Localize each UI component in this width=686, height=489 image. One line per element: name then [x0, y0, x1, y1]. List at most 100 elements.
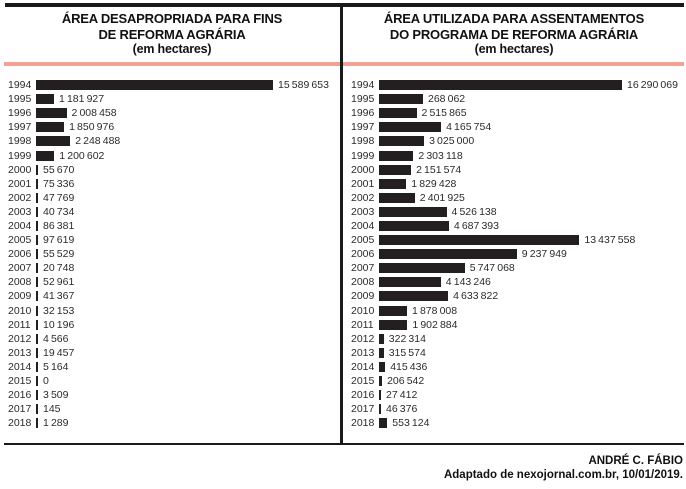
bar: [379, 347, 384, 358]
chart-row: 1994 15 589 653: [8, 78, 338, 92]
year-label: 1999: [8, 149, 32, 162]
value-label: 97 619: [43, 234, 75, 247]
value-label: 41 367: [43, 290, 75, 303]
year-label: 1998: [8, 135, 32, 148]
chart-row: 2015 206 542: [351, 374, 684, 388]
bar: [36, 277, 38, 288]
bar: [379, 390, 381, 401]
credit-author: ANDRÉ C. FÁBIO: [588, 455, 683, 467]
chart-row: 2012 322 314: [351, 332, 684, 346]
value-label: 46 376: [386, 403, 418, 416]
value-label: 2 248 488: [75, 135, 121, 148]
chart-row: 1998 3 025 000: [351, 134, 684, 148]
bar: [379, 319, 408, 330]
bar: [36, 319, 38, 330]
year-label: 2011: [351, 318, 374, 331]
value-label: 16 290 069: [627, 79, 678, 92]
bar: [379, 277, 441, 288]
year-label: 1997: [351, 121, 375, 134]
bar: [379, 305, 407, 316]
chart-row: 2014 415 436: [351, 360, 684, 374]
value-label: 4 633 822: [453, 290, 499, 303]
year-label: 2003: [351, 205, 375, 218]
value-label: 4 143 246: [445, 276, 491, 289]
value-label: 86 381: [43, 219, 75, 232]
value-label: 19 457: [43, 346, 75, 359]
year-label: 1994: [351, 79, 375, 92]
chart-row: 2018 553 124: [351, 416, 684, 430]
chart-row: 2005 13 437 558: [351, 233, 684, 247]
value-label: 415 436: [390, 360, 428, 373]
value-label: 3 509: [43, 389, 69, 402]
value-label: 4 165 754: [446, 121, 492, 134]
bar: [36, 220, 38, 231]
year-label: 2002: [8, 191, 32, 204]
bar: [36, 390, 38, 401]
year-label: 2001: [8, 177, 32, 190]
value-label: 2 303 118: [418, 149, 463, 162]
bar: [36, 404, 38, 415]
bar: [36, 333, 38, 344]
year-label: 2009: [8, 290, 32, 303]
bar: [379, 136, 425, 147]
chart-row: 2003 4 526 138: [351, 205, 684, 219]
value-label: 206 542: [387, 375, 425, 388]
chart-row: 2017 145: [8, 402, 338, 416]
year-label: 2007: [8, 262, 32, 275]
value-label: 1 850 976: [69, 121, 115, 134]
bar: [36, 80, 273, 91]
value-label: 32 153: [43, 304, 75, 317]
chart-row: 2007 5 747 068: [351, 261, 684, 275]
value-label: 0: [43, 375, 49, 388]
chart-row: 2013 315 574: [351, 346, 684, 360]
bar: [379, 361, 386, 372]
year-label: 1996: [351, 107, 375, 120]
chart-row: 1998 2 248 488: [8, 134, 338, 148]
chart-row: 2018 1 289: [8, 416, 338, 430]
chart-title-line: DE REFORMA AGRÁRIA: [98, 26, 246, 42]
chart-title-line: DO PROGRAMA DE REFORMA AGRÁRIA: [389, 26, 639, 42]
chart-row: 2013 19 457: [8, 346, 338, 360]
bar: [379, 94, 423, 105]
bar: [36, 94, 54, 105]
value-label: 47 769: [43, 191, 75, 204]
year-label: 2004: [351, 219, 375, 232]
bar: [379, 235, 580, 246]
chart-row: 2012 4 566: [8, 332, 338, 346]
chart-row: 2000 2 151 574: [351, 163, 684, 177]
bar: [379, 178, 407, 189]
bar: [379, 122, 442, 133]
year-label: 2016: [351, 389, 375, 402]
chart-title-line: ÁREA DESAPROPRIADA PARA FINS: [61, 11, 283, 26]
chart-row: 2015 0: [8, 374, 338, 388]
bar: [36, 249, 38, 260]
bar: [379, 150, 414, 161]
year-label: 2006: [351, 248, 375, 261]
chart-row: 2001 75 336: [8, 177, 338, 191]
value-label: 553 124: [392, 417, 430, 430]
year-label: 2000: [8, 163, 32, 176]
bar: [36, 178, 38, 189]
bottom-rule: [4, 443, 684, 445]
bar: [36, 418, 38, 429]
bar: [379, 108, 417, 119]
value-label: 5 164: [43, 360, 69, 373]
left-chart-title: ÁREA DESAPROPRIADA PARA FINS DE REFORMA …: [6, 11, 338, 58]
value-label: 2 008 458: [71, 107, 117, 120]
year-label: 2003: [8, 205, 32, 218]
value-label: 4 687 393: [453, 219, 499, 232]
bar: [379, 164, 412, 175]
bar: [379, 249, 517, 260]
year-label: 2009: [351, 290, 375, 303]
bar: [36, 361, 38, 372]
year-label: 2016: [8, 389, 32, 402]
chart-row: 2004 86 381: [8, 219, 338, 233]
chart-row: 2000 55 670: [8, 163, 338, 177]
bar: [36, 164, 38, 175]
bar: [36, 122, 65, 133]
year-label: 2017: [8, 403, 32, 416]
chart-row: 1994 16 290 069: [351, 78, 684, 92]
value-label: 2 401 925: [419, 191, 465, 204]
year-label: 2012: [8, 332, 32, 345]
chart-row: 2008 4 143 246: [351, 275, 684, 289]
